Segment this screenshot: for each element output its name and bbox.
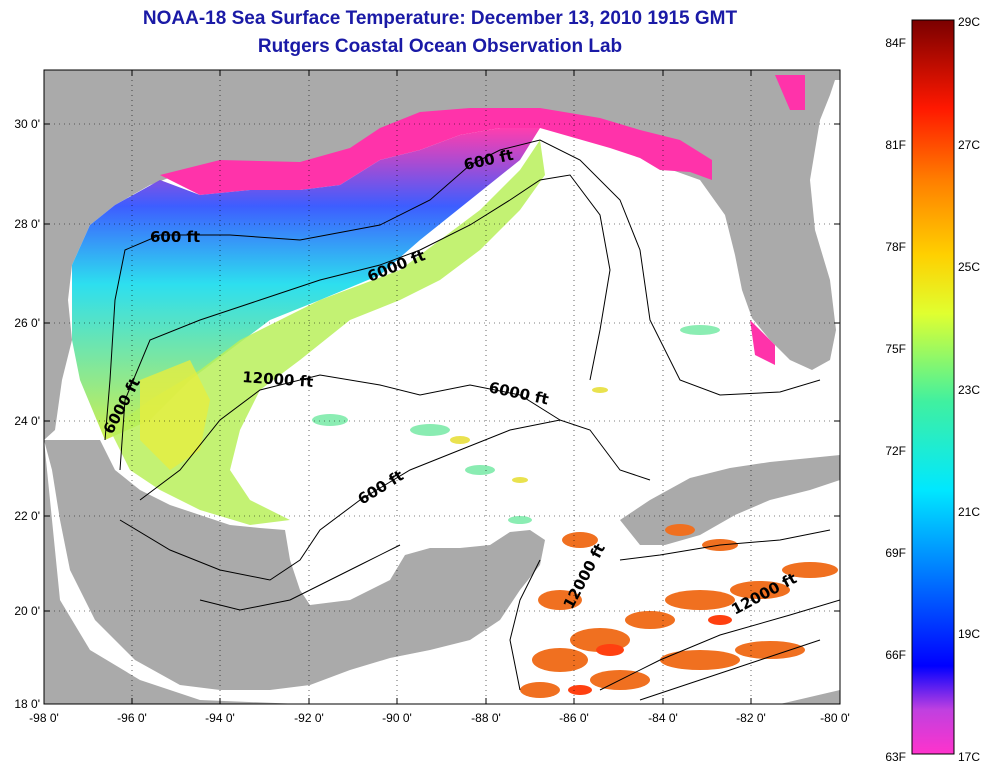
colorbar-c-label: 29C — [958, 15, 980, 29]
lon-label: -98 0' — [29, 711, 59, 725]
lat-label: 20 0' — [14, 604, 40, 618]
colorbar-c-label: 23C — [958, 383, 980, 397]
lon-label: -80 0' — [820, 711, 850, 725]
lon-label: -82 0' — [736, 711, 766, 725]
sst-field — [72, 75, 838, 698]
colorbar-c-label: 21C — [958, 505, 980, 519]
colorbar-c-label: 17C — [958, 750, 980, 764]
lat-label: 22 0' — [14, 509, 40, 523]
colorbar-f-label: 75F — [885, 342, 906, 356]
axis-ticks — [43, 70, 841, 704]
colorbar-f-label: 69F — [885, 546, 906, 560]
lat-label: 28 0' — [14, 217, 40, 231]
colorbar-f-label: 84F — [885, 36, 906, 50]
colorbar-f-label: 63F — [885, 750, 906, 764]
depth-contours — [104, 139, 840, 701]
lon-label: -92 0' — [294, 711, 324, 725]
cuba-land — [620, 455, 840, 545]
lat-label: 18 0' — [14, 697, 40, 711]
lon-label: -84 0' — [648, 711, 678, 725]
colorbar-c-label: 27C — [958, 138, 980, 152]
colorbar-c-label: 19C — [958, 627, 980, 641]
colorbar-c-label: 25C — [958, 260, 980, 274]
map-subtitle: Rutgers Coastal Ocean Observation Lab — [257, 36, 623, 57]
lat-label: 24 0' — [14, 414, 40, 428]
temperature-colorbar — [911, 19, 955, 755]
lon-label: -88 0' — [471, 711, 501, 725]
lon-label: -94 0' — [205, 711, 235, 725]
colorbar-f-label: 66F — [885, 648, 906, 662]
map-title: NOAA-18 Sea Surface Temperature: Decembe… — [142, 8, 738, 29]
lat-label: 30 0' — [14, 117, 40, 131]
lon-label: -90 0' — [382, 711, 412, 725]
colorbar-f-label: 78F — [885, 240, 906, 254]
colorbar-f-label: 72F — [885, 444, 906, 458]
contour-label-12000-central: 12000 ft — [242, 368, 314, 391]
lon-label: -86 0' — [559, 711, 589, 725]
plot-frame — [43, 69, 841, 705]
mexico-land — [44, 440, 840, 704]
coordinate-grid — [44, 70, 840, 704]
lon-label: -96 0' — [117, 711, 147, 725]
colorbar-f-label: 81F — [885, 138, 906, 152]
contour-label-600-west: 600 ft — [150, 228, 200, 246]
lat-label: 26 0' — [14, 316, 40, 330]
